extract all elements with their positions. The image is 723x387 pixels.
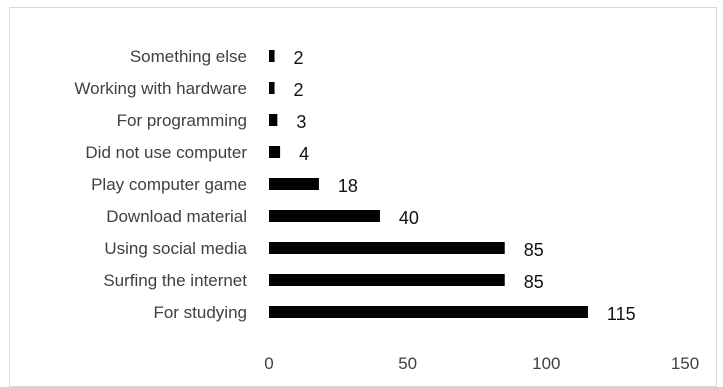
data-label: 2 [294, 80, 304, 100]
data-label: 115 [607, 304, 636, 324]
x-tick-label: 0 [264, 354, 273, 373]
category-label: Working with hardware [74, 79, 247, 98]
bar [269, 210, 380, 222]
category-label: Something else [130, 47, 247, 66]
data-label: 2 [294, 48, 304, 68]
data-label: 40 [399, 208, 419, 228]
bar [269, 114, 278, 126]
category-label: Play computer game [91, 175, 247, 194]
bar-chart: Something else Working with hardware For p… [74, 47, 699, 373]
data-label: 4 [299, 144, 309, 164]
bar [269, 242, 505, 254]
data-label: 85 [524, 240, 544, 260]
bar [269, 146, 281, 158]
category-labels-group: Something else Working with hardware For p… [74, 47, 247, 322]
category-label: Download material [106, 207, 247, 226]
bar [269, 178, 319, 190]
x-tick-label: 100 [532, 354, 560, 373]
data-label: 18 [338, 176, 358, 196]
category-label: Using social media [104, 239, 247, 258]
value-labels-group: 2 2 3 4 18 40 85 85 115 [294, 48, 636, 324]
x-tick-label: 50 [398, 354, 417, 373]
bar [269, 82, 275, 94]
x-tick-labels-group: 0 50 100 150 [264, 354, 699, 373]
data-label: 85 [524, 272, 544, 292]
x-tick-label: 150 [671, 354, 699, 373]
category-label: For programming [117, 111, 247, 130]
data-label: 3 [296, 112, 306, 132]
bar [269, 50, 275, 62]
category-label: Surfing the internet [103, 271, 247, 290]
bar [269, 306, 588, 318]
bar [269, 274, 505, 286]
category-label: For studying [153, 303, 247, 322]
category-label: Did not use computer [85, 143, 247, 162]
bars-group [269, 50, 588, 318]
